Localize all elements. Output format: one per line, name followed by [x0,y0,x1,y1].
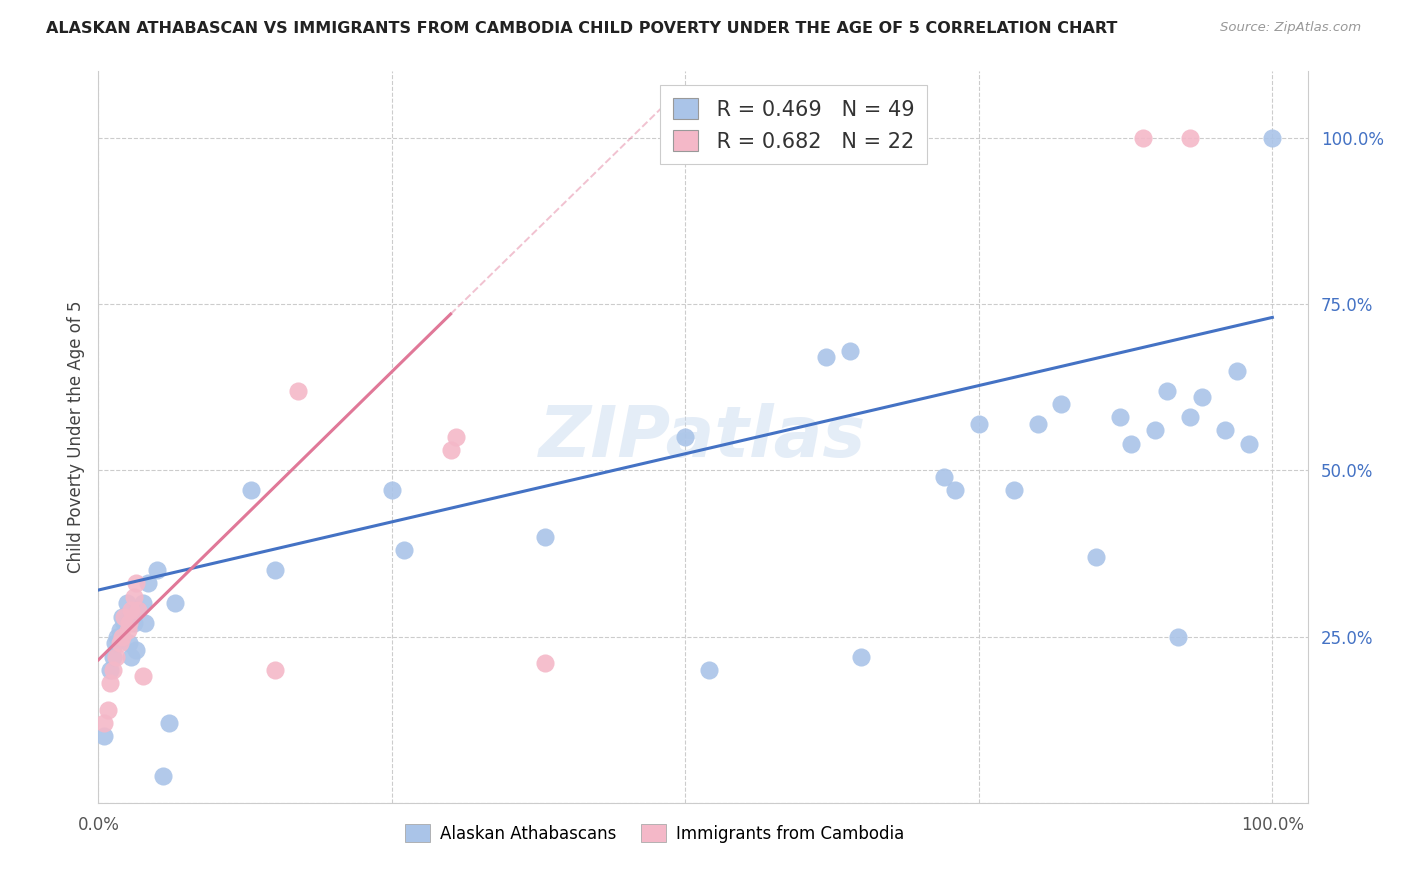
Point [105,630,128,644]
Point [1085,549,1108,564]
Point [132,596,155,610]
Point [533,656,555,670]
Point [1132,131,1154,145]
Point [1237,436,1260,450]
Point [104,636,127,650]
Point [108,636,131,650]
Point [105,649,128,664]
Point [118,616,141,631]
Point [134,616,156,631]
Text: ZIPatlas: ZIPatlas [540,402,866,472]
Point [932,470,955,484]
Point [697,663,720,677]
Point [1215,424,1237,438]
Point [127,603,149,617]
Point [1143,424,1166,438]
Point [98,663,121,677]
Point [1108,410,1130,425]
Point [122,616,145,631]
Point [263,563,285,577]
Point [163,596,186,610]
Point [1026,417,1049,431]
Text: Source: ZipAtlas.com: Source: ZipAtlas.com [1220,21,1361,34]
Point [111,630,134,644]
Point [112,616,135,631]
Point [115,596,138,610]
Point [152,769,174,783]
Point [93,729,115,743]
Point [146,563,169,577]
Point [101,663,124,677]
Point [446,430,468,444]
Point [98,676,121,690]
Point [93,716,115,731]
Point [157,716,180,731]
Point [120,649,142,664]
Point [1050,397,1073,411]
Point [287,384,309,398]
Point [533,530,555,544]
Point [1156,384,1178,398]
Point [1180,410,1202,425]
Point [1261,131,1284,145]
Point [132,669,155,683]
Point [1167,630,1189,644]
Point [1226,363,1249,377]
Point [108,623,131,637]
Point [97,703,120,717]
Legend: Alaskan Athabascans, Immigrants from Cambodia: Alaskan Athabascans, Immigrants from Cam… [398,818,911,849]
Text: ALASKAN ATHABASCAN VS IMMIGRANTS FROM CAMBODIA CHILD POVERTY UNDER THE AGE OF 5 : ALASKAN ATHABASCAN VS IMMIGRANTS FROM CA… [46,21,1118,36]
Y-axis label: Child Poverty Under the Age of 5: Child Poverty Under the Age of 5 [66,301,84,574]
Point [1002,483,1025,498]
Point [136,576,159,591]
Point [112,609,135,624]
Point [815,351,838,365]
Point [838,343,860,358]
Point [118,636,141,650]
Point [125,643,148,657]
Point [673,430,696,444]
Point [392,543,415,558]
Point [1180,131,1202,145]
Point [439,443,461,458]
Point [240,483,263,498]
Point [122,590,145,604]
Point [1121,436,1143,450]
Point [1191,390,1213,404]
Point [967,417,990,431]
Point [101,649,124,664]
Point [263,663,285,677]
Point [381,483,404,498]
Point [117,623,139,637]
Point [120,603,142,617]
Point [945,483,967,498]
Point [125,576,148,591]
Point [111,609,134,624]
Point [127,603,149,617]
Point [851,649,873,664]
